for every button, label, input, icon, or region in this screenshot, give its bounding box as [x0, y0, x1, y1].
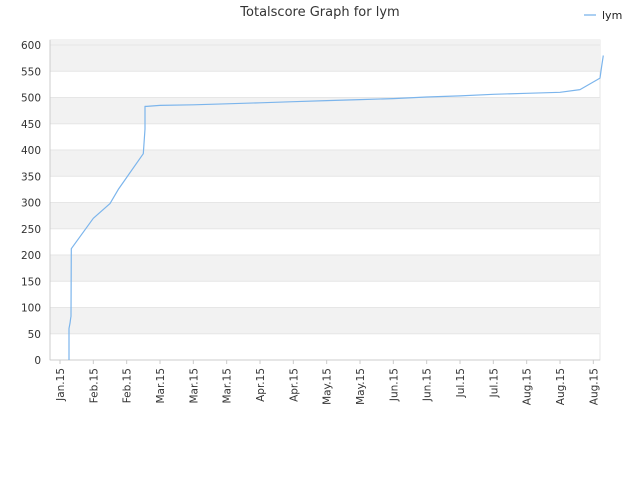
- x-tick-label: Mar.15: [222, 368, 234, 404]
- y-axis-tick-labels: 0 50 100 150 200 250 300 350 400 450 500 550 600: [21, 40, 41, 367]
- grid-band: [50, 255, 600, 282]
- plot-background-bands: [49, 39, 601, 361]
- y-tick-label: 50: [28, 329, 41, 341]
- grid-band: [50, 97, 600, 124]
- y-tick-label: 550: [21, 66, 41, 78]
- y-tick-label: 150: [21, 276, 41, 288]
- x-tick-label: Aug.15: [555, 368, 567, 405]
- x-tick-label: Aug.15: [522, 368, 534, 405]
- series-line-lym: [68, 55, 604, 360]
- x-axis-tick-labels: Jan.15 Feb.15 Feb.15 Mar.15 Mar.15 Mar.15 Apr.…: [55, 368, 600, 405]
- y-tick-label: 100: [21, 303, 41, 315]
- y-tick-label: 500: [21, 93, 41, 105]
- grid-band: [50, 307, 600, 334]
- x-tick-label: Mar.15: [188, 368, 200, 404]
- x-tick-label: Jan.15: [55, 368, 67, 402]
- y-tick-label: 300: [21, 198, 41, 210]
- x-tick-label: Feb.15: [122, 368, 134, 403]
- x-tick-label: Jul.15: [488, 368, 500, 398]
- y-tick-label: 250: [21, 224, 41, 236]
- legend: lym: [584, 9, 622, 22]
- grid-band: [50, 45, 600, 72]
- grid-band: [50, 150, 600, 177]
- y-tick-label: 200: [21, 250, 41, 262]
- chart-axes: [49, 40, 600, 364]
- y-tick-label: 400: [21, 145, 41, 157]
- y-tick-label: 350: [21, 171, 41, 183]
- x-tick-label: Apr.15: [288, 368, 300, 402]
- x-tick-label: Feb.15: [88, 368, 100, 403]
- x-tick-label: Jul.15: [455, 368, 467, 398]
- x-tick-label: May.15: [355, 368, 367, 405]
- x-tick-label: May.15: [322, 368, 334, 405]
- y-tick-label: 0: [34, 355, 41, 367]
- grid-band: [50, 40, 600, 45]
- x-tick-label: Jun.15: [388, 368, 400, 402]
- x-tick-label: Apr.15: [255, 368, 267, 402]
- grid-band: [50, 202, 600, 229]
- x-tick-label: Aug.15: [588, 368, 600, 405]
- series-lines: [68, 55, 604, 360]
- y-tick-label: 450: [21, 119, 41, 131]
- y-tick-label: 600: [21, 40, 41, 52]
- chart-title: Totalscore Graph for lym: [239, 5, 399, 20]
- x-tick-label: Jun.15: [422, 368, 434, 402]
- x-tick-label: Mar.15: [155, 368, 167, 404]
- legend-label-lym: lym: [602, 9, 622, 22]
